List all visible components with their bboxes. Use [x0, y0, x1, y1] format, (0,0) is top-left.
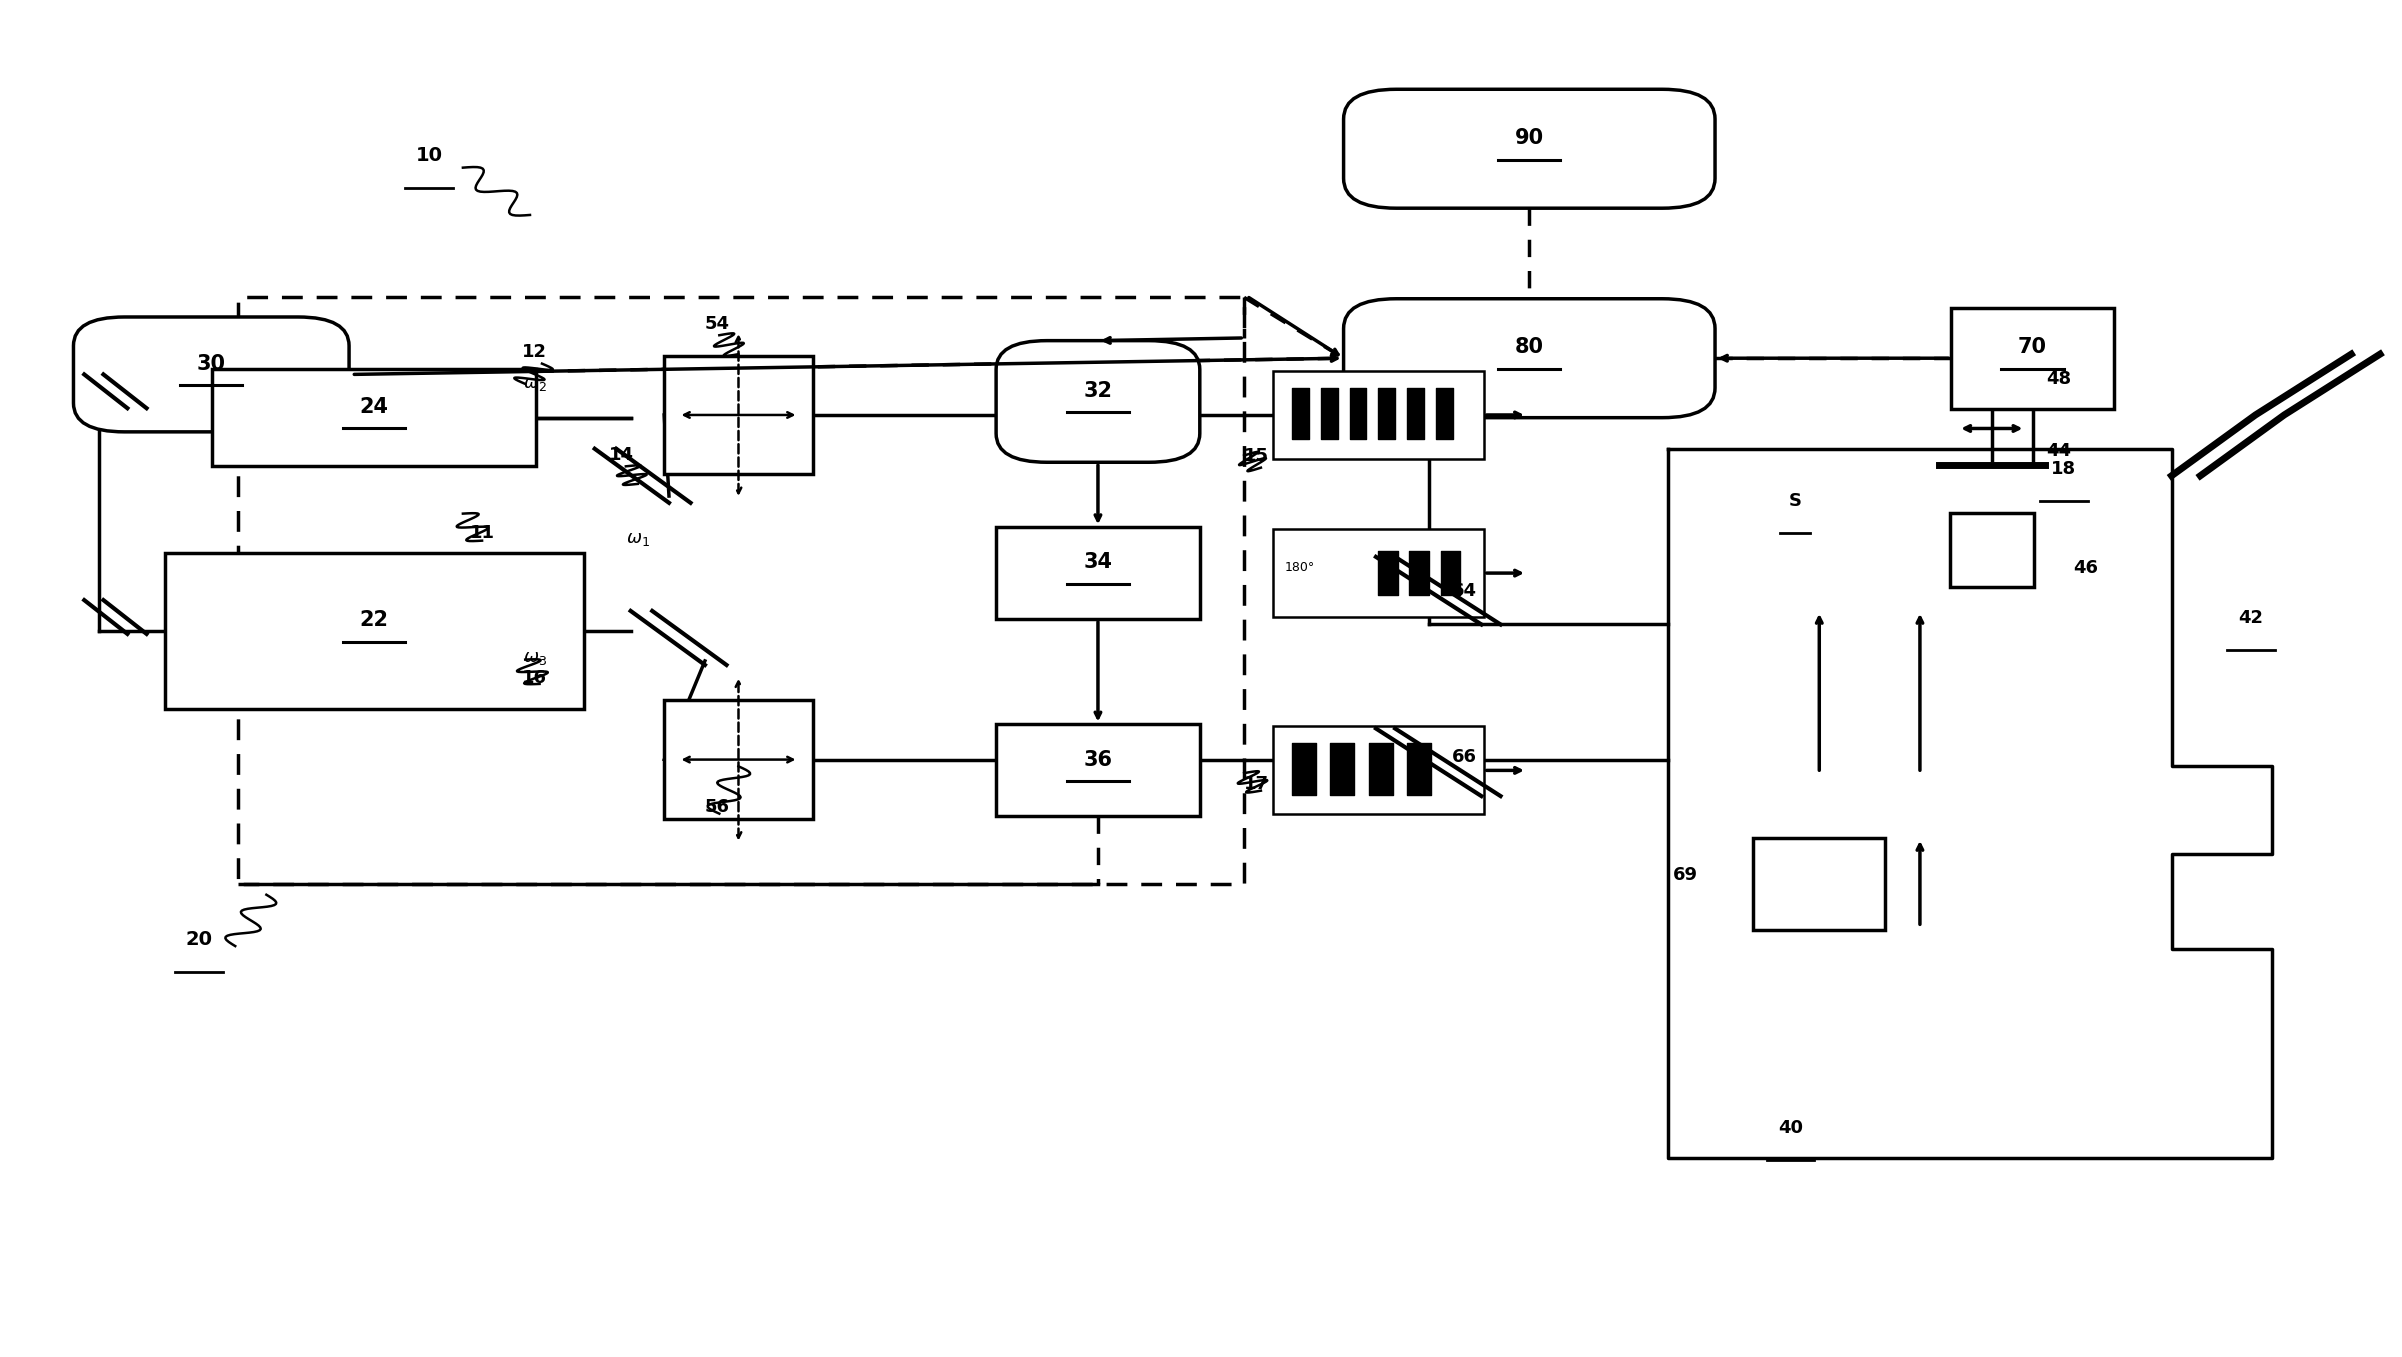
Text: $\omega_1$: $\omega_1$	[627, 531, 651, 548]
Bar	[1950, 308, 2114, 408]
Text: 32: 32	[1083, 381, 1112, 400]
Text: 90: 90	[1516, 128, 1544, 148]
Text: 66: 66	[1453, 748, 1477, 767]
Text: 17: 17	[1244, 775, 1268, 794]
Text: S: S	[1789, 491, 1802, 510]
Text: 30: 30	[197, 354, 226, 373]
Text: 20: 20	[185, 930, 214, 949]
Text: 24: 24	[360, 396, 389, 417]
Text: 36: 36	[1083, 749, 1112, 769]
Text: 42: 42	[2239, 609, 2263, 627]
FancyBboxPatch shape	[74, 318, 348, 432]
Text: 40: 40	[1777, 1118, 1804, 1137]
Bar	[166, 554, 584, 708]
Text: 54: 54	[704, 315, 730, 332]
Bar	[665, 356, 812, 475]
Bar	[1950, 513, 2034, 588]
Bar	[665, 700, 812, 820]
Bar	[1753, 839, 1886, 930]
Text: 46: 46	[2073, 559, 2097, 577]
FancyBboxPatch shape	[997, 341, 1201, 463]
FancyBboxPatch shape	[1343, 90, 1715, 208]
Bar	[1273, 370, 1484, 459]
Text: 80: 80	[1516, 338, 1544, 357]
Text: 180°: 180°	[1285, 562, 1316, 574]
Text: 69: 69	[1672, 866, 1698, 883]
Text: $\omega_3$: $\omega_3$	[524, 649, 548, 668]
Text: 64: 64	[1453, 582, 1477, 600]
Text: 48: 48	[2047, 370, 2071, 388]
Text: $\omega_2$: $\omega_2$	[524, 375, 548, 394]
Text: 11: 11	[468, 524, 495, 541]
Text: 56: 56	[704, 798, 730, 817]
Text: 10: 10	[416, 147, 442, 166]
Bar	[997, 527, 1201, 619]
Text: 18: 18	[2051, 460, 2075, 479]
Bar	[1273, 529, 1484, 617]
Text: 14: 14	[608, 445, 634, 464]
Bar	[997, 725, 1201, 817]
Text: 70: 70	[2018, 338, 2047, 357]
Text: 15: 15	[1244, 446, 1268, 465]
Bar	[1273, 726, 1484, 814]
Text: 12: 12	[521, 343, 548, 361]
Text: 22: 22	[360, 611, 389, 631]
Text: 44: 44	[2047, 441, 2071, 460]
Text: 34: 34	[1083, 552, 1112, 573]
Bar	[211, 369, 536, 467]
FancyBboxPatch shape	[1343, 299, 1715, 418]
Text: 16: 16	[521, 669, 548, 687]
